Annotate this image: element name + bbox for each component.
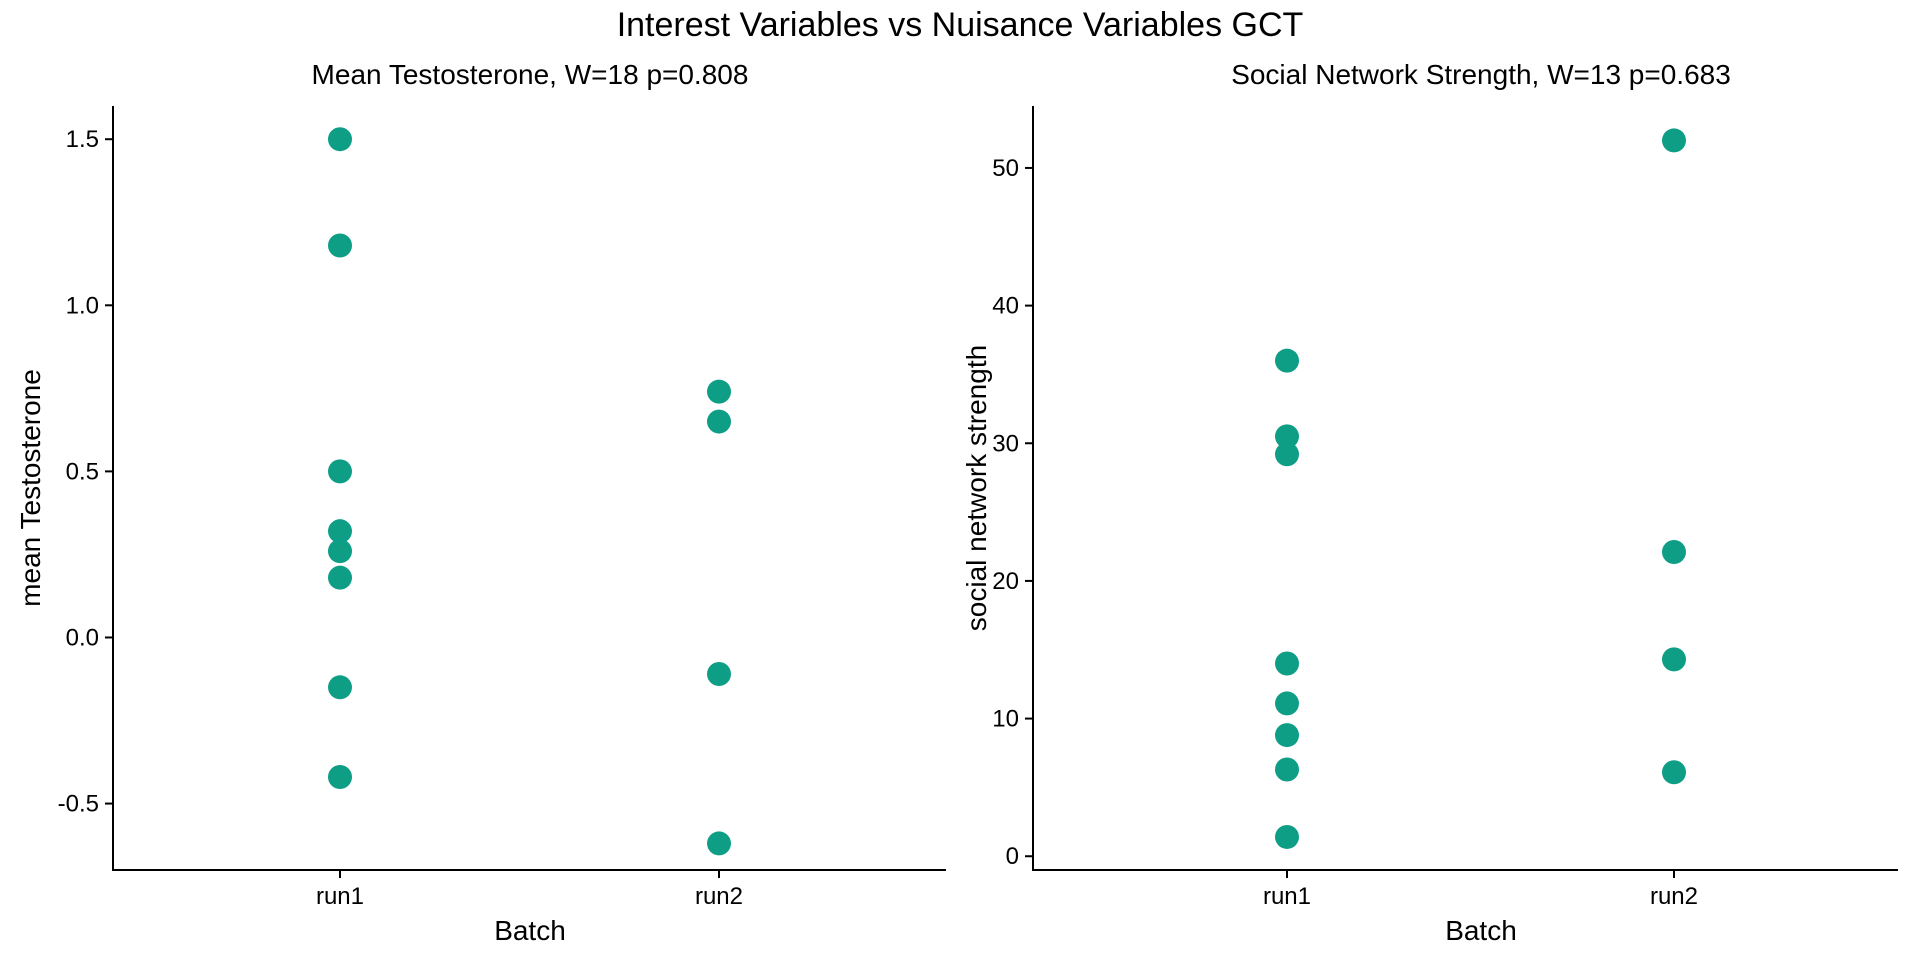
data-point [328,459,352,484]
y-tick-label: 50 [992,155,1019,182]
data-point [328,519,352,544]
data-point [1275,723,1299,748]
data-point [1662,128,1686,153]
data-point [328,675,352,700]
data-point [1275,651,1299,676]
axis-ticks: 0 10 20 30 40 50 run1 run2 [992,155,1698,910]
data-point [1275,757,1299,782]
data-point [707,409,731,434]
y-tick-label: 10 [992,706,1019,733]
y-tick-label: -0.5 [58,791,99,818]
data-point [328,127,352,152]
data-point [707,831,731,856]
y-tick-label: 1.0 [66,292,99,319]
y-tick-label: 0.0 [66,624,99,651]
data-point [328,233,352,258]
data-point [328,539,352,564]
data-point [1275,691,1299,716]
panel-mean-testosterone: Mean Testosterone, W=18 p=0.808 mean Tes… [15,59,946,946]
y-tick-label: 0 [1006,843,1019,870]
data-point [707,662,731,687]
y-tick-label: 20 [992,568,1019,595]
data-point [1662,540,1686,565]
y-axis-title: social network strength [961,345,992,631]
data-point [1662,760,1686,785]
data-point [707,379,731,404]
axis-ticks: -0.5 0.0 0.5 1.0 1.5 run1 run2 [58,126,743,910]
y-tick-label: 0.5 [66,458,99,485]
x-tick-label: run2 [1650,883,1698,910]
data-point [328,764,352,789]
x-tick-label: run1 [316,883,364,910]
y-tick-label: 30 [992,430,1019,457]
panel-title: Social Network Strength, W=13 p=0.683 [1231,59,1731,90]
x-axis-title: Batch [494,915,566,946]
x-tick-label: run2 [695,883,743,910]
data-points [328,127,731,856]
data-point [1275,424,1299,449]
x-axis-title: Batch [1445,915,1517,946]
data-point [1275,348,1299,373]
x-tick-label: run1 [1263,883,1311,910]
data-point [328,565,352,590]
data-points [1275,128,1686,849]
panel-social-network-strength: Social Network Strength, W=13 p=0.683 so… [961,59,1898,946]
data-point [1275,824,1299,849]
data-point [1662,647,1686,672]
y-axis-title: mean Testosterone [15,369,46,607]
figure-title: Interest Variables vs Nuisance Variables… [617,6,1304,44]
data-point [1275,442,1299,467]
panel-title: Mean Testosterone, W=18 p=0.808 [312,59,749,90]
y-tick-label: 1.5 [66,126,99,153]
y-tick-label: 40 [992,293,1019,320]
